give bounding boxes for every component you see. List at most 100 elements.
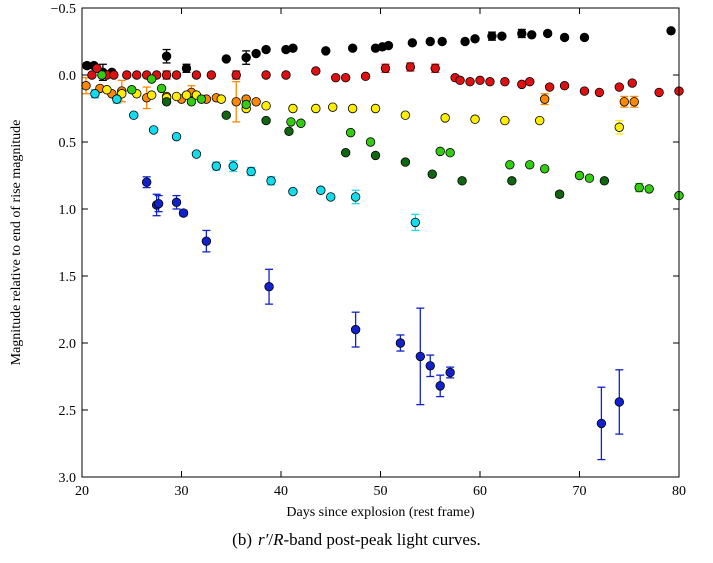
data-point-series-6 xyxy=(284,126,294,136)
data-point-series-4 xyxy=(614,122,625,132)
data-point-series-3 xyxy=(629,97,639,107)
data-point-series-8 xyxy=(171,197,182,208)
data-point-series-5 xyxy=(156,83,167,94)
data-point-series-5 xyxy=(574,170,585,181)
data-point-series-8 xyxy=(141,177,152,187)
data-point-series-5 xyxy=(146,74,157,84)
figure-caption: (b) r′/R-band post-peak light curves. xyxy=(0,530,713,550)
data-point-series-2 xyxy=(122,70,132,80)
data-point-series-2 xyxy=(614,82,625,92)
data-point-series-7 xyxy=(171,131,182,142)
data-point-series-5 xyxy=(539,164,550,174)
data-point-series-5 xyxy=(345,127,356,138)
data-point-series-2 xyxy=(517,79,527,90)
data-point-series-2 xyxy=(87,70,97,80)
data-point-series-6 xyxy=(554,189,565,199)
data-point-series-7 xyxy=(148,125,159,135)
data-point-series-4 xyxy=(288,103,298,114)
x-tick-label: 40 xyxy=(274,484,288,499)
data-point-series-7 xyxy=(90,89,100,99)
data-point-series-1 xyxy=(666,26,676,36)
data-point-series-2 xyxy=(455,75,465,86)
data-point-series-8 xyxy=(264,282,274,292)
data-point-series-7 xyxy=(350,192,361,202)
data-point-series-2 xyxy=(475,75,485,86)
data-point-series-8 xyxy=(425,361,435,371)
data-point-series-2 xyxy=(525,76,535,87)
caption-label: (b) xyxy=(232,530,252,549)
data-point-series-2 xyxy=(161,70,172,80)
data-point-series-7 xyxy=(112,94,122,104)
data-point-series-2 xyxy=(109,70,119,80)
data-point-series-1 xyxy=(347,43,358,53)
data-point-series-5 xyxy=(445,148,455,158)
data-point-series-2 xyxy=(594,87,605,98)
data-point-series-1 xyxy=(527,30,537,40)
data-point-series-2 xyxy=(485,76,495,87)
data-point-series-3 xyxy=(539,94,550,104)
x-tick-label: 60 xyxy=(473,484,487,499)
y-tick-label: 0.0 xyxy=(59,69,77,84)
data-point-series-2 xyxy=(627,78,637,88)
data-point-series-2 xyxy=(171,70,182,80)
caption-band-r: r′ xyxy=(258,530,269,549)
light-curve-chart: 20 30 40 50 60 70 80−0.50.00.51.01.52.02.53.0 … xyxy=(9,2,686,520)
data-point-series-8 xyxy=(596,418,607,429)
data-point-series-2 xyxy=(206,70,217,80)
data-point-series-1 xyxy=(321,46,331,56)
data-point-series-1 xyxy=(221,54,231,64)
data-point-series-1 xyxy=(261,44,271,55)
data-point-series-5 xyxy=(97,70,107,80)
y-tick-label: 3.0 xyxy=(59,471,77,486)
data-point-series-8 xyxy=(178,208,189,218)
data-point-series-2 xyxy=(331,72,341,83)
data-point-series-6 xyxy=(599,176,610,186)
y-tick-label: 1.0 xyxy=(59,203,77,218)
data-point-series-6 xyxy=(161,97,172,107)
data-point-series-3 xyxy=(619,97,629,107)
data-point-series-7 xyxy=(211,161,222,171)
data-point-series-4 xyxy=(347,103,358,114)
data-point-series-2 xyxy=(544,82,555,92)
data-point-series-2 xyxy=(465,76,475,87)
data-point-series-5 xyxy=(186,97,197,107)
data-point-series-4 xyxy=(171,91,182,102)
data-point-series-7 xyxy=(316,185,326,195)
data-point-series-2 xyxy=(231,70,241,80)
data-point-series-8 xyxy=(445,367,455,378)
data-point-series-2 xyxy=(405,62,416,72)
data-point-series-7 xyxy=(246,166,256,177)
data-point-series-6 xyxy=(400,157,411,167)
points-layer xyxy=(81,26,684,429)
data-point-series-1 xyxy=(559,32,570,43)
y-tick-label: 1.5 xyxy=(59,270,77,285)
data-point-series-4 xyxy=(470,114,480,124)
data-point-series-1 xyxy=(517,28,527,39)
data-point-series-8 xyxy=(614,397,625,407)
y-tick-label: 0.5 xyxy=(59,136,77,151)
data-point-series-3 xyxy=(251,97,261,107)
data-point-series-1 xyxy=(288,43,298,53)
data-point-series-2 xyxy=(654,87,664,98)
data-point-series-8 xyxy=(395,338,406,348)
plot-frame xyxy=(81,7,680,478)
data-point-series-1 xyxy=(181,63,192,74)
x-tick-label: 80 xyxy=(672,484,686,499)
data-point-series-6 xyxy=(261,115,271,126)
data-point-series-2 xyxy=(559,81,570,91)
data-point-series-5 xyxy=(584,173,595,183)
data-point-series-4 xyxy=(181,90,192,100)
data-point-series-4 xyxy=(370,103,381,114)
caption-rest: -band post-peak light curves. xyxy=(283,530,481,549)
data-point-series-2 xyxy=(261,70,271,80)
data-point-series-1 xyxy=(161,51,172,61)
data-point-series-4 xyxy=(400,110,411,120)
data-point-series-6 xyxy=(340,148,351,158)
data-point-series-4 xyxy=(500,115,510,126)
x-tick-label: 30 xyxy=(175,484,189,499)
data-point-series-1 xyxy=(407,38,418,48)
x-tick-label: 20 xyxy=(75,484,89,499)
data-point-series-5 xyxy=(505,160,515,170)
y-tick-label: 2.0 xyxy=(59,337,77,352)
